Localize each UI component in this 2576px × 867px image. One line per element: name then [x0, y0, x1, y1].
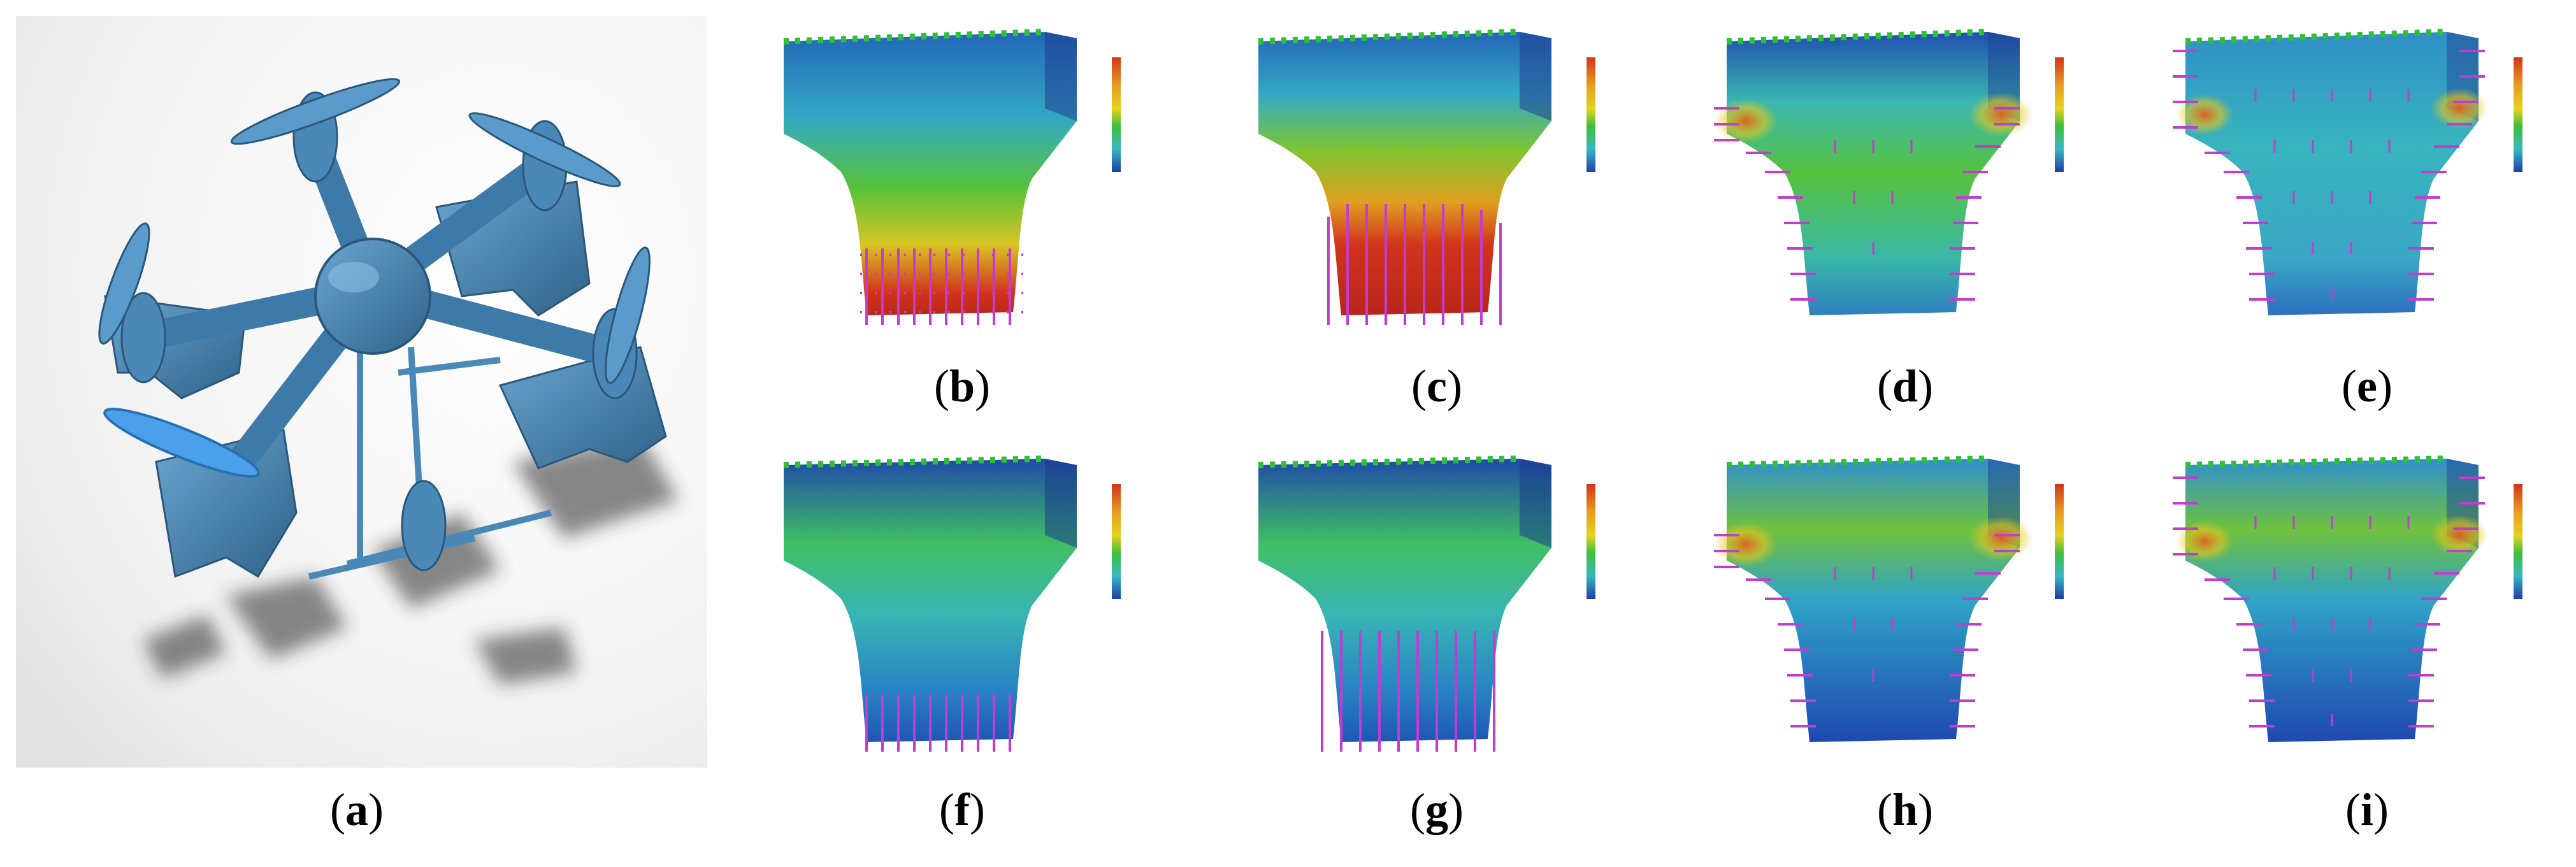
caption-h: (h) [1876, 784, 1933, 835]
color-scale-e [2514, 57, 2522, 172]
panel-h-stress-plot [1708, 440, 2103, 784]
color-scale-i [2514, 484, 2522, 599]
stress-plot-d [1714, 29, 2064, 315]
panel-f-stress-plot [765, 440, 1160, 784]
panel-i-stress-plot [2166, 440, 2561, 784]
caption-d: (d) [1876, 361, 1933, 412]
color-scale-g [1587, 484, 1595, 599]
caption-g: (g) [1410, 784, 1464, 835]
panel-g-stress-plot [1239, 440, 1634, 784]
caption-i: (i) [2345, 784, 2389, 835]
panel-d-stress-plot [1708, 13, 2103, 369]
stress-plot-c [1258, 29, 1595, 325]
quadcopter-model-image [16, 16, 707, 768]
panel-a-cad-model [16, 16, 707, 768]
caption-b: (b) [933, 361, 990, 412]
color-scale-f [1112, 484, 1121, 599]
panel-c-stress-plot [1239, 13, 1634, 369]
color-scale-c [1587, 57, 1595, 172]
color-scale-h [2055, 484, 2064, 599]
caption-a: (a) [330, 784, 384, 835]
panel-b-stress-plot [765, 13, 1160, 369]
stress-plot-b [783, 29, 1121, 325]
caption-c: (c) [1411, 361, 1462, 412]
stress-plot-h [1714, 455, 2064, 742]
stress-plot-e [2173, 29, 2522, 315]
color-scale-b [1112, 57, 1121, 172]
stress-plot-i [2173, 455, 2522, 742]
panel-e-stress-plot [2166, 13, 2561, 369]
color-scale-d [2055, 57, 2064, 172]
caption-e: (e) [2342, 361, 2393, 412]
stress-plot-g [1258, 455, 1595, 752]
caption-f: (f) [939, 784, 985, 835]
stress-plot-f [783, 455, 1121, 752]
